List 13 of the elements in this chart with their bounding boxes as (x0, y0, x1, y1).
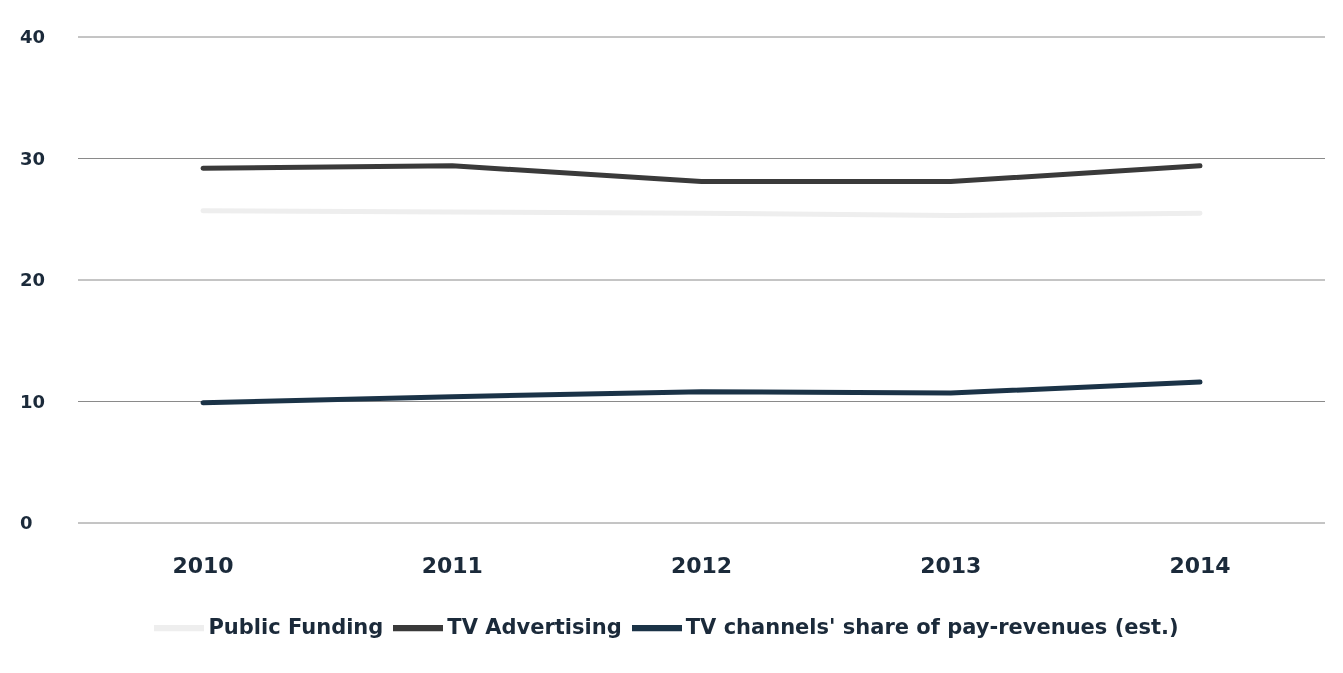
legend-label: TV Advertising (447, 615, 622, 639)
x-tick-label: 2010 (172, 552, 234, 578)
y-tick-label: 0 (20, 512, 33, 534)
y-tick-label: 40 (20, 26, 46, 48)
y-tick-label: 30 (20, 147, 46, 169)
y-tick-label: 10 (20, 390, 46, 412)
x-tick-label: 2014 (1169, 552, 1231, 578)
legend-label: TV channels' share of pay-revenues (est.) (685, 615, 1179, 639)
y-tick-label: 20 (20, 269, 46, 291)
legend-label: Public Funding (208, 615, 384, 639)
x-tick-label: 2012 (670, 552, 733, 578)
x-tick-label: 2011 (421, 552, 483, 578)
x-tick-label: 2013 (920, 552, 982, 578)
